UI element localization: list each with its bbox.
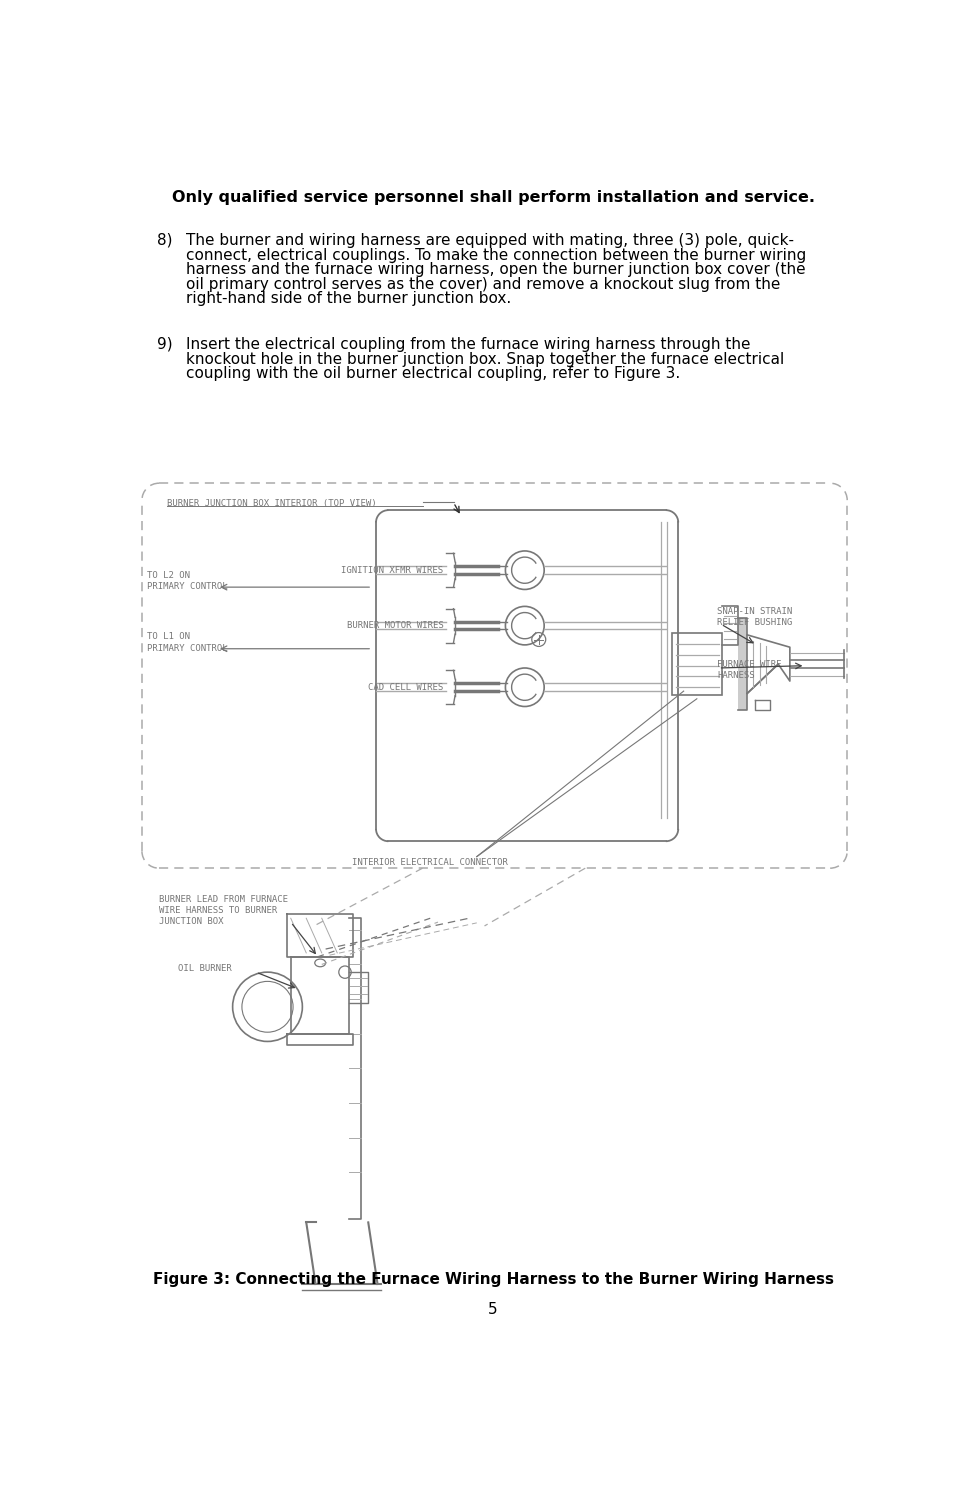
Text: TO L2 ON
PRIMARY CONTROL: TO L2 ON PRIMARY CONTROL <box>147 570 228 591</box>
Text: SNAP-IN STRAIN
RELIEF BUSHING: SNAP-IN STRAIN RELIEF BUSHING <box>716 607 792 627</box>
Text: connect, electrical couplings. To make the connection between the burner wiring: connect, electrical couplings. To make t… <box>185 248 805 263</box>
Text: FURNACE WIRE
HARNESS: FURNACE WIRE HARNESS <box>716 661 780 680</box>
Text: Figure 3: Connecting the Furnace Wiring Harness to the Burner Wiring Harness: Figure 3: Connecting the Furnace Wiring … <box>153 1273 832 1288</box>
Text: OIL BURNER: OIL BURNER <box>178 964 232 973</box>
Text: Only qualified service personnel shall perform installation and service.: Only qualified service personnel shall p… <box>171 189 814 204</box>
Text: BURNER LEAD FROM FURNACE
WIRE HARNESS TO BURNER
JUNCTION BOX: BURNER LEAD FROM FURNACE WIRE HARNESS TO… <box>159 895 287 927</box>
Text: harness and the furnace wiring harness, open the burner junction box cover (the: harness and the furnace wiring harness, … <box>185 263 805 278</box>
Text: TO L1 ON
PRIMARY CONTROL: TO L1 ON PRIMARY CONTROL <box>147 633 228 653</box>
Text: BURNER JUNCTION BOX INTERIOR (TOP VIEW): BURNER JUNCTION BOX INTERIOR (TOP VIEW) <box>166 498 376 507</box>
Text: oil primary control serves as the cover) and remove a knockout slug from the: oil primary control serves as the cover)… <box>185 278 779 292</box>
Text: CAD CELL WIRES: CAD CELL WIRES <box>368 683 443 692</box>
Text: BURNER MOTOR WIRES: BURNER MOTOR WIRES <box>346 621 443 630</box>
Text: 9): 9) <box>158 337 173 352</box>
Text: coupling with the oil burner electrical coupling, refer to Figure 3.: coupling with the oil burner electrical … <box>185 366 679 380</box>
Text: The burner and wiring harness are equipped with mating, three (3) pole, quick-: The burner and wiring harness are equipp… <box>185 233 793 248</box>
Bar <box>672 633 722 695</box>
Text: right-hand side of the burner junction box.: right-hand side of the burner junction b… <box>185 291 511 306</box>
Text: Insert the electrical coupling from the furnace wiring harness through the: Insert the electrical coupling from the … <box>185 337 750 352</box>
Text: IGNITION XFMR WIRES: IGNITION XFMR WIRES <box>341 565 443 574</box>
Bar <box>737 618 747 710</box>
Text: 8): 8) <box>158 233 173 248</box>
Text: INTERIOR ELECTRICAL CONNECTOR: INTERIOR ELECTRICAL CONNECTOR <box>352 858 507 867</box>
Text: knockout hole in the burner junction box. Snap together the furnace electrical: knockout hole in the burner junction box… <box>185 352 783 367</box>
Text: 5: 5 <box>487 1301 498 1317</box>
